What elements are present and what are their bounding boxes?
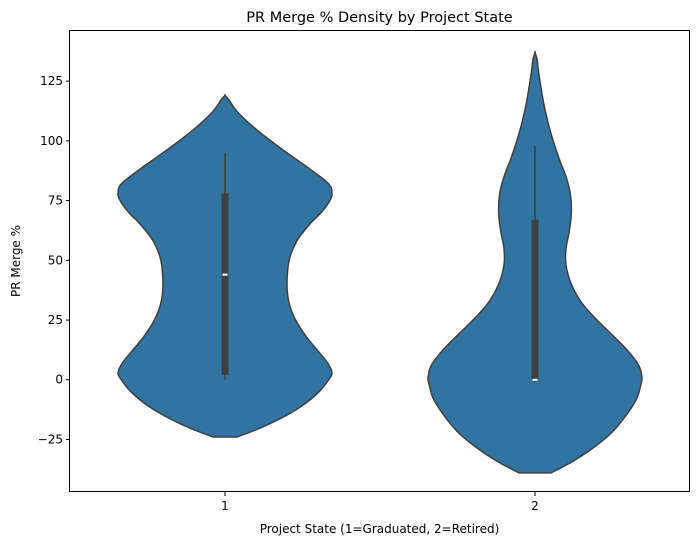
x-axis-label: Project State (1=Graduated, 2=Retired) [260,522,500,536]
x-tick-label: 2 [531,499,539,513]
y-tick-label: 25 [48,313,63,327]
y-tick-label: 50 [48,253,63,267]
y-tick-label: −25 [38,432,63,446]
y-tick-label: 75 [48,194,63,208]
violin-median-marker [532,378,538,381]
violin-iqr-box [531,219,539,380]
chart-title: PR Merge % Density by Project State [246,10,512,26]
violins-layer [117,50,643,474]
plot-frame [69,30,690,492]
y-tick-label: 100 [40,134,63,148]
violin-median-marker [222,273,228,276]
x-tick-label: 1 [221,499,229,513]
violin-iqr-box [221,193,229,375]
y-tick-label: 0 [55,373,63,387]
y-tick-label: 125 [40,74,63,88]
y-axis: −25 0 25 50 75 100 125 [38,74,70,446]
y-axis-label: PR Merge % [9,225,23,297]
